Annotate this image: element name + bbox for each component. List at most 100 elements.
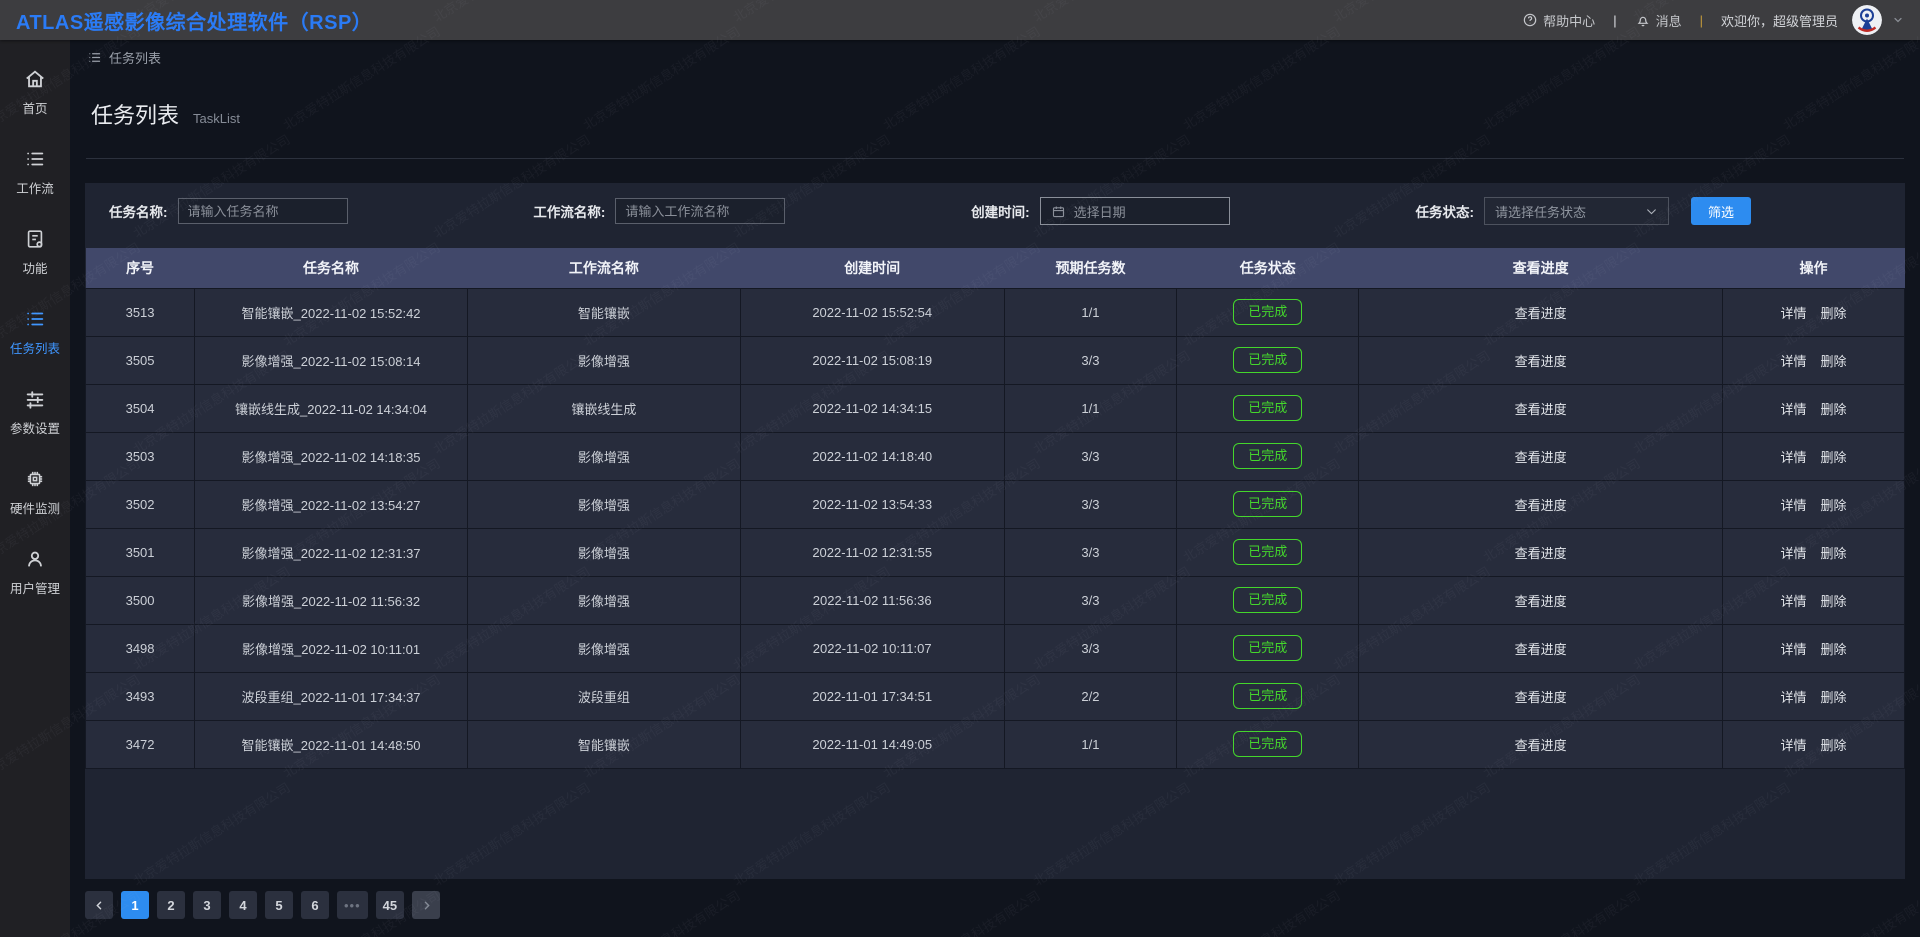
created-time-cell: 2022-11-02 10:11:07 bbox=[739, 623, 1005, 673]
delete-link[interactable]: 删除 bbox=[1820, 401, 1847, 417]
delete-link[interactable]: 删除 bbox=[1820, 353, 1847, 369]
expected-count-cell: 3/3 bbox=[1003, 623, 1178, 673]
status-badge: 已完成 bbox=[1233, 539, 1303, 565]
detail-link[interactable]: 详情 bbox=[1780, 545, 1807, 561]
detail-link[interactable]: 详情 bbox=[1780, 737, 1807, 753]
detail-link[interactable]: 详情 bbox=[1780, 593, 1807, 609]
page-button-45[interactable]: 45 bbox=[375, 891, 405, 919]
task-id-cell: 3513 bbox=[84, 287, 196, 337]
next-page-button[interactable] bbox=[412, 891, 441, 919]
delete-link[interactable]: 删除 bbox=[1820, 449, 1847, 465]
avatar[interactable] bbox=[1852, 5, 1882, 35]
chevron-down-icon[interactable] bbox=[1892, 14, 1904, 26]
view-progress-link[interactable]: 查看进度 bbox=[1514, 305, 1567, 321]
view-progress-link[interactable]: 查看进度 bbox=[1514, 545, 1567, 561]
page-button-5[interactable]: 5 bbox=[265, 891, 293, 919]
actions-cell: 详情 删除 bbox=[1722, 671, 1905, 721]
task-status-cell: 已完成 bbox=[1176, 335, 1360, 385]
date-picker-input[interactable]: 选择日期 bbox=[1039, 197, 1230, 225]
column-header: 任务名称 bbox=[194, 248, 468, 288]
topbar: ATLAS遥感影像综合处理软件（RSP） 帮助中心 | 消息 | 欢迎你，超级管… bbox=[0, 0, 1920, 40]
workflow-name-input[interactable] bbox=[615, 198, 786, 224]
page-button-6[interactable]: 6 bbox=[301, 891, 329, 919]
delete-link[interactable]: 删除 bbox=[1820, 305, 1847, 321]
table-row: 3500 影像增强_2022-11-02 11:56:32 影像增强 2022-11-… bbox=[84, 575, 1905, 625]
table-row: 3513 智能镶嵌_2022-11-02 15:52:42 智能镶嵌 2022-11-… bbox=[84, 287, 1905, 337]
page-button-2[interactable]: 2 bbox=[157, 891, 185, 919]
view-progress-link[interactable]: 查看进度 bbox=[1514, 593, 1567, 609]
created-time-cell: 2022-11-02 15:52:54 bbox=[739, 287, 1005, 337]
task-id-cell: 3500 bbox=[84, 575, 196, 625]
column-header: 预期任务数 bbox=[1004, 248, 1177, 288]
page-button-1[interactable]: 1 bbox=[121, 891, 149, 919]
view-progress-link[interactable]: 查看进度 bbox=[1514, 401, 1567, 417]
breadcrumb: 任务列表 bbox=[70, 40, 1920, 74]
progress-cell: 查看进度 bbox=[1358, 719, 1724, 769]
delete-link[interactable]: 删除 bbox=[1820, 737, 1847, 753]
detail-link[interactable]: 详情 bbox=[1780, 641, 1807, 657]
table-row: 3504 镶嵌线生成_2022-11-02 14:34:04 镶嵌线生成 2022-1… bbox=[84, 383, 1905, 433]
sidebar-item-tasklist[interactable]: 任务列表 bbox=[0, 308, 70, 388]
column-header: 查看进度 bbox=[1358, 248, 1723, 288]
progress-cell: 查看进度 bbox=[1358, 575, 1724, 625]
page-button-4[interactable]: 4 bbox=[229, 891, 257, 919]
view-progress-link[interactable]: 查看进度 bbox=[1514, 353, 1567, 369]
messages-link[interactable]: 消息 bbox=[1635, 11, 1682, 30]
sidebar-item-params[interactable]: 参数设置 bbox=[0, 388, 70, 468]
task-name-filter-label: 任务名称: bbox=[109, 205, 168, 220]
help-center-link[interactable]: 帮助中心 bbox=[1522, 11, 1595, 30]
progress-cell: 查看进度 bbox=[1358, 431, 1724, 481]
created-time-cell: 2022-11-02 14:18:40 bbox=[739, 431, 1005, 481]
delete-link[interactable]: 删除 bbox=[1820, 641, 1847, 657]
welcome-text: 欢迎你，超级管理员 bbox=[1720, 13, 1838, 29]
workflow-name-cell: 影像增强 bbox=[466, 575, 741, 625]
task-id-cell: 3502 bbox=[84, 479, 196, 529]
help-label: 帮助中心 bbox=[1543, 13, 1596, 29]
detail-link[interactable]: 详情 bbox=[1780, 353, 1807, 369]
view-progress-link[interactable]: 查看进度 bbox=[1514, 497, 1567, 513]
sidebar-item-functions[interactable]: 功能 bbox=[0, 228, 70, 308]
sidebar-item-users[interactable]: 用户管理 bbox=[0, 548, 70, 628]
view-progress-link[interactable]: 查看进度 bbox=[1514, 641, 1567, 657]
table-row: 3502 影像增强_2022-11-02 13:54:27 影像增强 2022-11-… bbox=[84, 479, 1905, 529]
detail-link[interactable]: 详情 bbox=[1780, 449, 1807, 465]
progress-cell: 查看进度 bbox=[1358, 287, 1724, 337]
detail-link[interactable]: 详情 bbox=[1780, 305, 1807, 321]
actions-cell: 详情 删除 bbox=[1722, 719, 1905, 769]
created-time-cell: 2022-11-01 14:49:05 bbox=[739, 719, 1005, 769]
breadcrumb-label: 任务列表 bbox=[109, 50, 162, 66]
view-progress-link[interactable]: 查看进度 bbox=[1514, 689, 1567, 705]
workflow-name-cell: 影像增强 bbox=[466, 335, 741, 385]
view-progress-link[interactable]: 查看进度 bbox=[1514, 737, 1567, 753]
task-name-input[interactable] bbox=[177, 198, 348, 224]
created-time-cell: 2022-11-02 11:56:36 bbox=[739, 575, 1005, 625]
task-name-cell: 影像增强_2022-11-02 10:11:01 bbox=[194, 623, 468, 673]
sidebar-item-hardware[interactable]: 硬件监测 bbox=[0, 468, 70, 548]
pagination-ellipsis[interactable]: ••• bbox=[337, 891, 368, 919]
delete-link[interactable]: 删除 bbox=[1820, 497, 1847, 513]
delete-link[interactable]: 删除 bbox=[1820, 545, 1847, 561]
detail-link[interactable]: 详情 bbox=[1780, 689, 1807, 705]
sidebar-item-home[interactable]: 首页 bbox=[0, 68, 70, 148]
task-status-filter: 任务状态: 请选择任务状态 筛选 bbox=[1415, 197, 1751, 225]
delete-link[interactable]: 删除 bbox=[1820, 593, 1847, 609]
detail-link[interactable]: 详情 bbox=[1780, 401, 1807, 417]
sidebar-item-workflow[interactable]: 工作流 bbox=[0, 148, 70, 228]
status-badge: 已完成 bbox=[1233, 395, 1303, 421]
task-status-select[interactable]: 请选择任务状态 bbox=[1483, 197, 1669, 225]
filter-button[interactable]: 筛选 bbox=[1690, 197, 1751, 225]
user-icon bbox=[24, 548, 46, 570]
view-progress-link[interactable]: 查看进度 bbox=[1514, 449, 1567, 465]
task-status-cell: 已完成 bbox=[1176, 431, 1360, 481]
detail-link[interactable]: 详情 bbox=[1780, 497, 1807, 513]
page-button-3[interactable]: 3 bbox=[193, 891, 221, 919]
header-divider bbox=[86, 158, 1904, 159]
task-name-cell: 影像增强_2022-11-02 12:31:37 bbox=[194, 527, 468, 577]
task-status-cell: 已完成 bbox=[1176, 383, 1360, 433]
workflow-name-filter-label: 工作流名称: bbox=[533, 205, 606, 220]
task-status-cell: 已完成 bbox=[1176, 287, 1360, 337]
actions-cell: 详情 删除 bbox=[1722, 479, 1905, 529]
delete-link[interactable]: 删除 bbox=[1820, 689, 1847, 705]
prev-page-button[interactable] bbox=[85, 891, 113, 919]
progress-cell: 查看进度 bbox=[1358, 383, 1724, 433]
